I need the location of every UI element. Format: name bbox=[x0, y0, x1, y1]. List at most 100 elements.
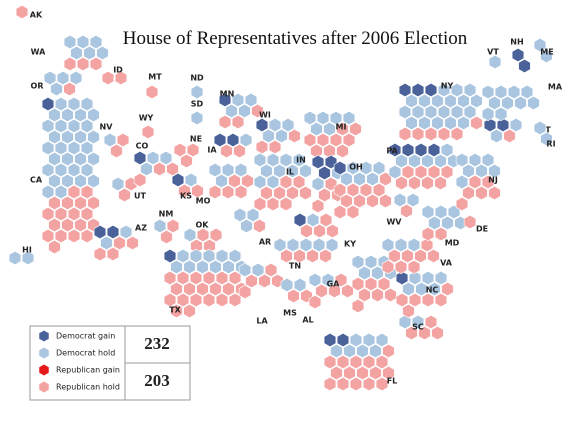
seat-hex bbox=[293, 277, 307, 293]
seat-hex bbox=[321, 272, 335, 288]
state-label: NC bbox=[426, 286, 439, 295]
seat-hex bbox=[83, 45, 96, 61]
state-label: NV bbox=[100, 123, 114, 132]
seat-hex bbox=[406, 192, 420, 208]
seat-hex bbox=[279, 174, 293, 190]
seat-hex bbox=[402, 281, 415, 297]
seat-hex bbox=[356, 343, 369, 359]
state bbox=[111, 176, 138, 203]
seat-hex bbox=[340, 171, 353, 187]
seat-hex bbox=[163, 270, 177, 286]
seat-hex bbox=[262, 128, 275, 144]
seat-hex bbox=[70, 45, 83, 61]
republican-total: 203 bbox=[144, 371, 170, 390]
seat-hex bbox=[514, 95, 527, 111]
seat-hex bbox=[330, 365, 343, 381]
seat-hex bbox=[342, 132, 356, 148]
seat-hex bbox=[153, 161, 166, 177]
legend-label: Democrat gain bbox=[56, 332, 115, 341]
seat-hex bbox=[231, 92, 245, 108]
seat-hex bbox=[351, 276, 365, 292]
seat-hex bbox=[362, 332, 376, 348]
seat-hex bbox=[41, 184, 55, 200]
seat-hex bbox=[414, 248, 427, 264]
seat-hex bbox=[349, 121, 362, 137]
state bbox=[388, 142, 460, 191]
seat-hex bbox=[213, 132, 227, 148]
state-label: LA bbox=[256, 317, 268, 326]
seat-hex bbox=[359, 182, 373, 198]
seat-hex bbox=[418, 115, 431, 131]
seat-hex bbox=[74, 151, 87, 167]
state-label: WA bbox=[31, 48, 46, 57]
legend-swatch bbox=[39, 364, 49, 376]
seat-hex bbox=[488, 163, 501, 179]
seat-hex bbox=[405, 325, 418, 341]
state-label: AR bbox=[259, 238, 271, 247]
seat-hex bbox=[299, 185, 312, 201]
state bbox=[173, 142, 200, 169]
seat-hex bbox=[251, 103, 264, 119]
seat-hex bbox=[233, 143, 246, 159]
seat-hex bbox=[208, 184, 222, 200]
seat-hex bbox=[382, 343, 395, 359]
seat-hex bbox=[67, 162, 81, 178]
seat-hex bbox=[509, 117, 523, 133]
seat-hex bbox=[153, 218, 167, 234]
state bbox=[483, 117, 523, 144]
seat-hex bbox=[50, 81, 63, 97]
seat-hex bbox=[343, 365, 356, 381]
seat-hex bbox=[215, 173, 228, 189]
seat-hex bbox=[275, 128, 288, 144]
seat-hex bbox=[450, 82, 464, 98]
seat-hex bbox=[238, 103, 251, 119]
state bbox=[43, 70, 83, 97]
seat-hex bbox=[253, 152, 267, 168]
seat-hex bbox=[475, 185, 488, 201]
seat-hex bbox=[346, 204, 360, 220]
seat-hex bbox=[74, 195, 87, 211]
seat-hex bbox=[462, 185, 475, 201]
seat-hex bbox=[408, 175, 421, 191]
seat-hex bbox=[408, 292, 422, 308]
seat-hex bbox=[253, 174, 267, 190]
seat-hex bbox=[372, 160, 386, 176]
state bbox=[253, 152, 312, 212]
seat-hex bbox=[61, 129, 74, 145]
seat-hex bbox=[463, 214, 477, 230]
seat-hex bbox=[312, 237, 326, 253]
seat-hex bbox=[106, 246, 120, 262]
seat-hex bbox=[190, 110, 204, 126]
seat-hex bbox=[280, 248, 293, 264]
seat-hex bbox=[100, 235, 113, 251]
seat-hex bbox=[196, 227, 210, 243]
state-label: PA bbox=[386, 147, 398, 156]
seat-hex bbox=[395, 270, 409, 286]
seat-hex bbox=[428, 215, 441, 231]
seat-hex bbox=[342, 110, 356, 126]
seat-hex bbox=[414, 142, 428, 158]
seat-hex bbox=[74, 217, 87, 233]
seat-hex bbox=[170, 259, 183, 275]
seat-hex bbox=[325, 237, 339, 253]
seat-hex bbox=[401, 164, 415, 180]
seat-hex bbox=[496, 117, 510, 133]
seat-hex bbox=[329, 110, 343, 126]
seat-hex bbox=[241, 173, 254, 189]
seat-hex bbox=[371, 265, 384, 281]
seat-hex bbox=[48, 107, 61, 123]
state bbox=[218, 92, 264, 130]
seat-hex bbox=[266, 174, 280, 190]
state bbox=[103, 132, 130, 159]
seat-hex bbox=[405, 93, 418, 109]
seat-hex bbox=[190, 84, 204, 100]
seat-hex bbox=[69, 70, 83, 86]
seat-hex bbox=[218, 114, 232, 130]
state-label: WI bbox=[259, 111, 271, 120]
state-label: DE bbox=[476, 225, 488, 234]
state-label: MA bbox=[548, 83, 563, 92]
seat-hex bbox=[215, 248, 229, 264]
state bbox=[280, 277, 313, 304]
state-label: WY bbox=[139, 114, 154, 123]
state-label: TN bbox=[289, 262, 301, 271]
